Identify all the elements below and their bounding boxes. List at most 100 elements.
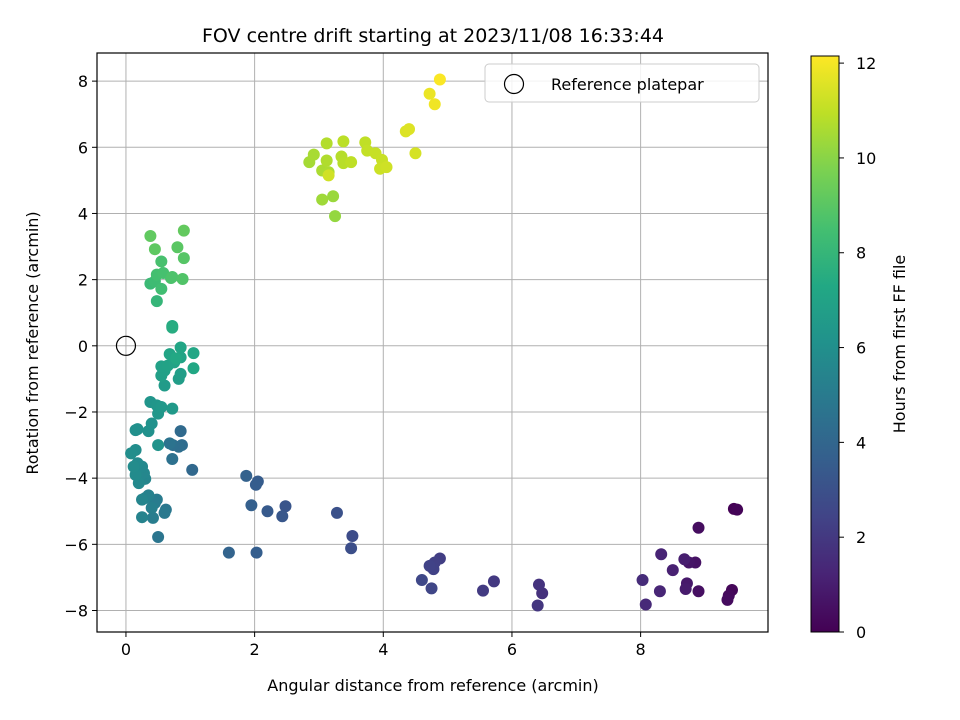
data-point: [146, 511, 159, 524]
y-tick-label: −8: [64, 601, 88, 620]
data-point: [155, 401, 168, 414]
data-point: [423, 559, 436, 572]
data-point: [279, 500, 292, 513]
data-point: [158, 506, 171, 519]
data-point: [125, 447, 138, 460]
data-point: [692, 585, 705, 598]
colorbar-ticks: 0 2 4 6 8 10 12: [839, 54, 876, 642]
data-point: [245, 499, 258, 512]
data-point: [666, 564, 679, 577]
data-point: [721, 593, 734, 606]
y-tick-label: 8: [78, 72, 88, 91]
data-point: [136, 511, 149, 524]
legend-box: [484, 63, 760, 103]
data-point: [477, 584, 490, 597]
colorbar-label: Hours from first FF file: [890, 255, 909, 434]
data-point: [166, 321, 179, 334]
data-point: [127, 460, 140, 473]
x-tick-label: 6: [507, 640, 517, 659]
data-point: [320, 137, 333, 150]
data-point: [532, 578, 545, 591]
data-point: [307, 148, 320, 161]
data-point: [261, 505, 274, 518]
data-point: [425, 582, 438, 595]
data-point: [428, 98, 441, 111]
data-point: [174, 425, 187, 438]
data-point: [250, 546, 263, 559]
colorbar-tick-label: 6: [856, 339, 866, 358]
data-point: [155, 255, 168, 268]
data-point: [170, 352, 183, 365]
data-point: [150, 295, 163, 308]
data-point: [144, 229, 157, 242]
x-axis-label: Angular distance from reference (arcmin): [267, 676, 598, 695]
colorbar-tick-label: 12: [856, 54, 876, 73]
data-point: [176, 272, 189, 285]
data-point: [166, 402, 179, 415]
data-point: [415, 574, 428, 587]
data-point: [131, 423, 144, 436]
data-point: [731, 503, 744, 516]
data-point: [345, 156, 358, 169]
data-point: [174, 341, 187, 354]
colorbar: 0 2 4 6 8 10 12 Hours from first FF file: [810, 54, 909, 642]
y-tick-label: 2: [78, 271, 88, 290]
chart-title: FOV centre drift starting at 2023/11/08 …: [202, 25, 664, 47]
data-point: [136, 493, 149, 506]
y-tick-label: 0: [78, 337, 88, 356]
data-point: [322, 169, 335, 182]
data-point: [330, 506, 343, 519]
data-point: [222, 546, 235, 559]
plot-area-frame: [96, 52, 769, 633]
data-point: [249, 478, 262, 491]
data-point: [158, 379, 171, 392]
legend-label: Reference platepar: [551, 75, 704, 94]
data-point: [679, 582, 692, 595]
data-point: [337, 135, 350, 148]
data-point: [166, 270, 179, 283]
data-point: [145, 501, 158, 514]
colorbar-tick-label: 8: [856, 244, 866, 263]
legend: Reference platepar: [484, 63, 760, 103]
colorbar-gradient: [810, 55, 840, 633]
y-tick-label: 6: [78, 138, 88, 157]
colorbar-tick-label: 2: [856, 528, 866, 547]
data-point: [320, 154, 333, 167]
data-point: [155, 282, 168, 295]
data-point: [653, 585, 666, 598]
data-point: [433, 73, 446, 86]
data-point: [145, 417, 158, 430]
data-point: [345, 542, 358, 555]
data-point: [678, 553, 691, 566]
data-point: [152, 439, 165, 452]
y-tick-label: 4: [78, 204, 88, 223]
data-point: [174, 367, 187, 380]
grid: [97, 53, 768, 632]
x-tick-label: 4: [378, 640, 388, 659]
data-point: [329, 210, 342, 223]
data-point: [171, 241, 184, 254]
colorbar-tick-label: 4: [856, 433, 866, 452]
data-point: [403, 123, 416, 136]
data-point: [639, 598, 652, 611]
legend-marker: [503, 73, 525, 95]
y-axis-ticks: −8 −6 −4 −2 0 2 4 6 8: [64, 72, 97, 620]
data-point: [531, 599, 544, 612]
data-point: [177, 224, 190, 237]
y-tick-label: −6: [64, 535, 88, 554]
data-point: [240, 469, 253, 482]
x-axis-ticks: 0 2 4 6 8: [121, 632, 646, 659]
data-point: [166, 452, 179, 465]
x-tick-label: 0: [121, 640, 131, 659]
data-point: [187, 362, 200, 375]
data-point: [380, 161, 393, 174]
y-axis-label: Rotation from reference (arcmin): [23, 211, 42, 474]
x-tick-label: 2: [250, 640, 260, 659]
data-point: [409, 147, 422, 160]
data-point: [636, 574, 649, 587]
data-point: [276, 510, 289, 523]
data-point: [186, 463, 199, 476]
data-point: [692, 521, 705, 534]
reference-point-marker: [115, 335, 137, 356]
